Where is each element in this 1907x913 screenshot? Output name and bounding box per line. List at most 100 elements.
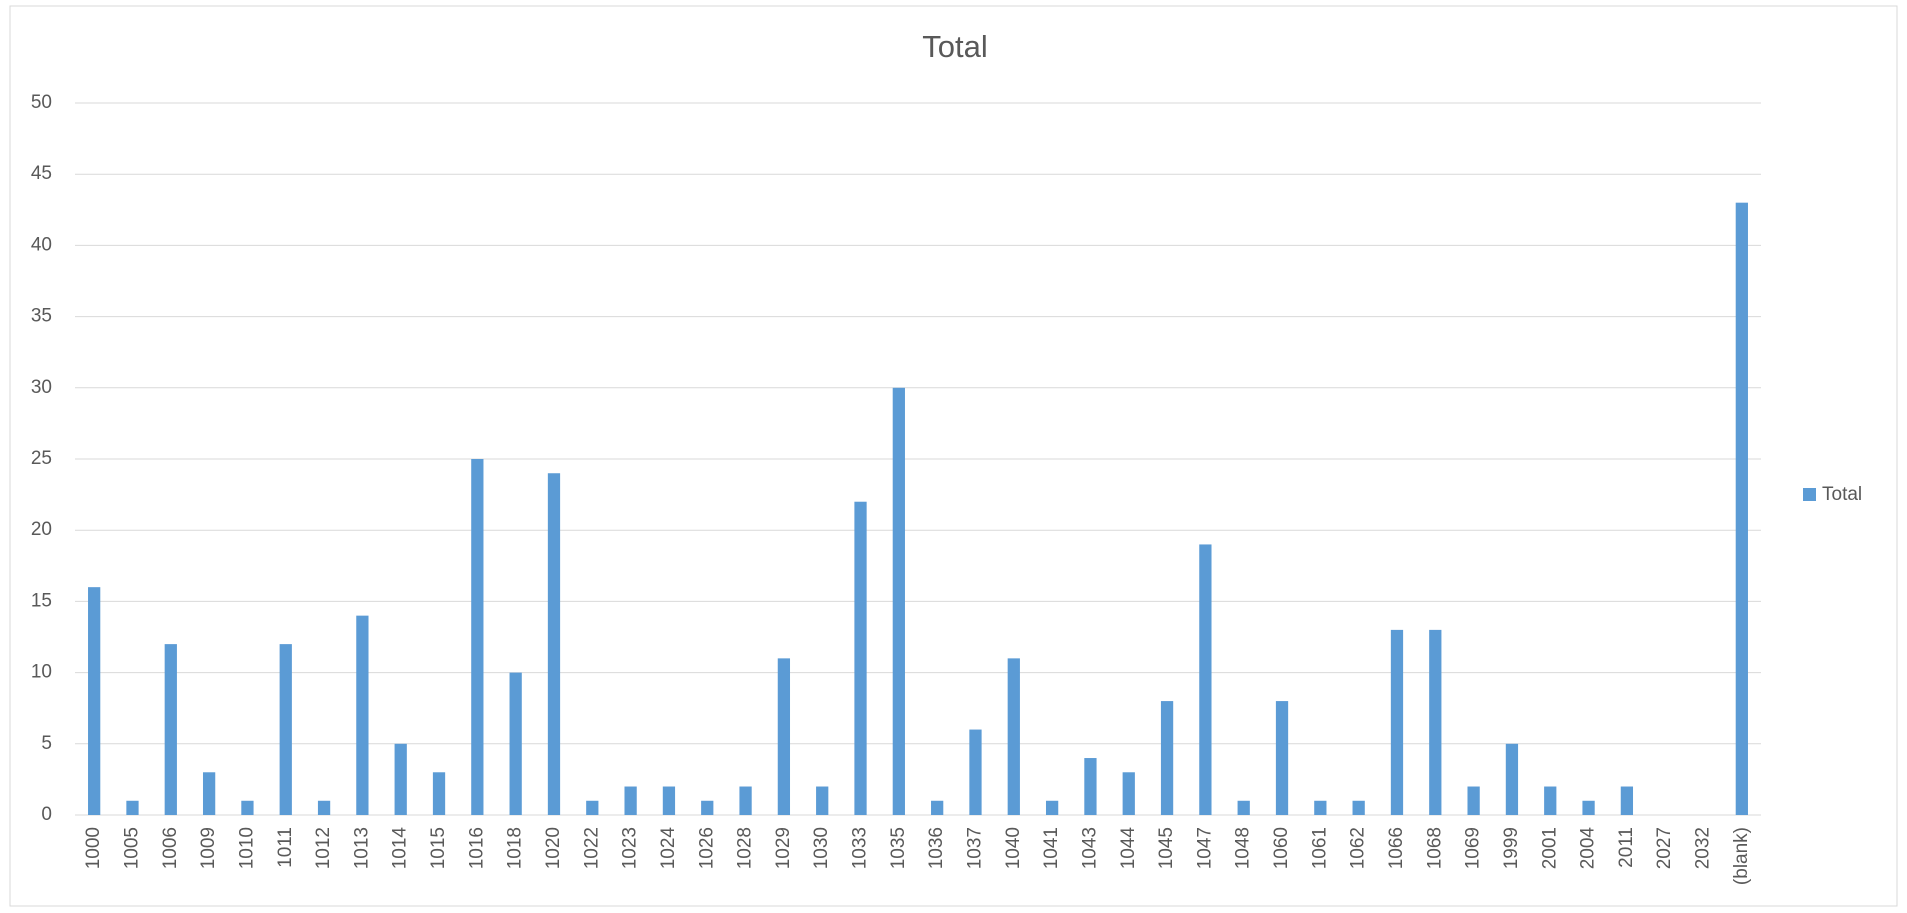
x-tick-label: 1029 (773, 827, 794, 869)
bar (548, 473, 560, 815)
bar (1621, 787, 1633, 815)
x-tick-label: 1061 (1309, 827, 1330, 869)
bar (1008, 658, 1020, 815)
bar (510, 673, 522, 815)
bar (395, 744, 407, 815)
x-tick-label: 1028 (735, 827, 756, 869)
x-tick-label: 1044 (1118, 827, 1139, 870)
bar (854, 502, 866, 815)
y-tick-label: 10 (31, 662, 52, 683)
x-tick-label: 1020 (543, 827, 564, 869)
x-tick-label: 1009 (198, 827, 219, 869)
y-tick-label: 50 (31, 92, 52, 113)
x-tick-label: 1035 (888, 827, 909, 869)
bar (1429, 630, 1441, 815)
x-tick-label: 2001 (1539, 827, 1560, 869)
x-tick-label: 1012 (313, 827, 334, 869)
bar (1391, 630, 1403, 815)
x-tick-label: 2011 (1616, 827, 1637, 868)
x-tick-label: 1016 (466, 827, 487, 869)
y-tick-label: 15 (31, 590, 52, 611)
x-tick-label: 1048 (1233, 827, 1254, 869)
bar (1123, 772, 1135, 815)
y-tick-label: 45 (31, 163, 52, 184)
bar (1084, 758, 1096, 815)
x-tick-label: 1022 (581, 827, 602, 869)
x-tick-label: 1026 (696, 827, 717, 869)
bar (1544, 787, 1556, 815)
x-tick-label: 1015 (428, 827, 449, 869)
y-tick-label: 25 (31, 448, 52, 469)
x-tick-label: 1024 (658, 827, 679, 870)
x-tick-label: 1018 (505, 827, 526, 869)
x-tick-label: 1069 (1463, 827, 1484, 869)
x-tick-label: 1014 (390, 827, 411, 870)
bar (165, 644, 177, 815)
x-tick-label: 1000 (83, 827, 104, 869)
bar (1353, 801, 1365, 815)
chart-border (10, 6, 1897, 906)
bar (1046, 801, 1058, 815)
bar (1314, 801, 1326, 815)
x-tick-label: 1047 (1194, 827, 1215, 869)
chart: Total 0510152025303540455010001005100610… (0, 0, 1907, 913)
bar (1161, 701, 1173, 815)
y-tick-label: 5 (41, 733, 52, 754)
bar (318, 801, 330, 815)
bar (1582, 801, 1594, 815)
bar (471, 459, 483, 815)
y-tick-label: 40 (31, 234, 52, 255)
x-tick-label: 1066 (1386, 827, 1407, 869)
bar (1238, 801, 1250, 815)
bar (433, 772, 445, 815)
x-tick-label: 1062 (1348, 827, 1369, 869)
bar (969, 730, 981, 815)
x-tick-label: 1041 (1041, 827, 1062, 869)
x-tick-label: 1043 (1079, 827, 1100, 869)
x-tick-label: 1033 (850, 827, 871, 869)
x-tick-label: 1006 (160, 827, 181, 869)
bar (624, 787, 636, 815)
bar (1467, 787, 1479, 815)
bar (931, 801, 943, 815)
legend-swatch (1803, 488, 1816, 501)
x-tick-label: 1013 (351, 827, 372, 869)
x-tick-label: 1037 (964, 827, 985, 869)
bar (1506, 744, 1518, 815)
bar (203, 772, 215, 815)
x-tick-label: 1068 (1424, 827, 1445, 869)
x-tick-label: (blank) (1731, 827, 1752, 885)
bar (280, 644, 292, 815)
bar (1199, 544, 1211, 815)
y-tick-label: 30 (31, 377, 52, 398)
x-tick-label: 1040 (1003, 827, 1024, 869)
bar (126, 801, 138, 815)
y-tick-label: 20 (31, 519, 52, 540)
x-tick-label: 1011 (275, 827, 296, 868)
x-tick-label: 1060 (1271, 827, 1292, 869)
bar (1736, 203, 1748, 815)
x-tick-label: 1023 (620, 827, 641, 869)
legend-label: Total (1822, 484, 1862, 505)
bar (356, 616, 368, 815)
y-tick-label: 35 (31, 306, 52, 327)
x-tick-label: 2004 (1578, 827, 1599, 870)
bar (663, 787, 675, 815)
x-tick-label: 1010 (236, 827, 257, 869)
chart-title: Total (922, 29, 987, 64)
y-tick-label: 0 (41, 804, 52, 825)
x-tick-label: 2032 (1693, 827, 1714, 869)
bar (88, 587, 100, 815)
x-tick-label: 1005 (121, 827, 142, 869)
bar (893, 388, 905, 815)
x-tick-label: 1030 (811, 827, 832, 869)
bar (241, 801, 253, 815)
bar (701, 801, 713, 815)
x-tick-label: 2027 (1654, 827, 1675, 869)
x-tick-label: 1999 (1501, 827, 1522, 869)
bar (1276, 701, 1288, 815)
x-tick-label: 1036 (926, 827, 947, 869)
bar (816, 787, 828, 815)
bar (778, 658, 790, 815)
bar (739, 787, 751, 815)
